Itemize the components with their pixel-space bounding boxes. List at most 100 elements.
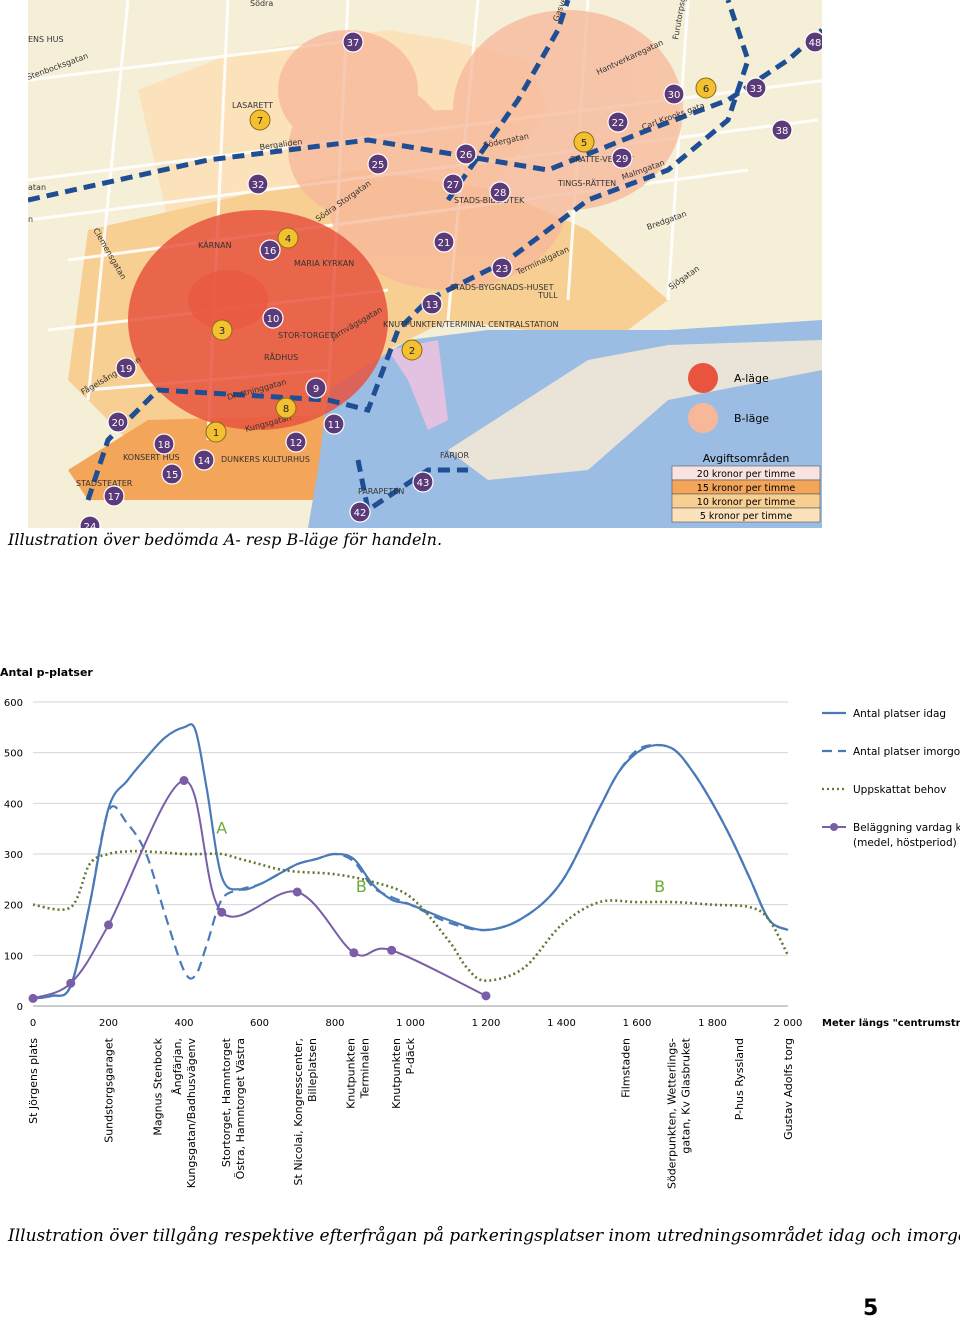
map-marker-label: 20 (112, 418, 125, 429)
map-marker (79, 515, 101, 528)
location-label-line: P-hus Ryssland (733, 1038, 746, 1120)
map-marker-yellow (695, 77, 717, 99)
map-marker-label: 42 (354, 508, 367, 519)
location-label-line: Knutpunkten (345, 1038, 358, 1109)
map-place-label: LASARETT (232, 101, 273, 110)
location-label-line: Magnus Stenbock (152, 1037, 165, 1135)
location-label-line: Knutpunkten (390, 1038, 403, 1109)
map-marker-yellow (275, 397, 297, 419)
x-tick-label: 1 200 (472, 1018, 501, 1029)
map-marker-yellow-label: 5 (581, 138, 587, 149)
x-tick-label: 1 400 (547, 1018, 576, 1029)
data-point (179, 776, 189, 786)
map-marker-label: 9 (313, 384, 319, 395)
page-number: 5 (863, 1296, 879, 1321)
map-marker-label: 30 (668, 90, 681, 101)
location-label-line: gatan, Kv Glasbruket (680, 1037, 693, 1153)
map-marker (663, 83, 685, 105)
map-marker-label: 32 (252, 180, 265, 191)
location-label-line: Sundstorgsgaraget (103, 1037, 116, 1142)
data-point (104, 920, 113, 930)
map-marker-label: 23 (496, 264, 509, 275)
map-marker-label: 16 (264, 246, 277, 257)
map-marker (193, 449, 215, 471)
parking-chart: Antal p-platser 0 100 200 300 400 500 600 0 200 40… (0, 666, 960, 1189)
map-place-label: STADS-BIBLIOTEK (454, 196, 525, 205)
x-tick-label: 600 (250, 1018, 269, 1029)
legend-marker (830, 823, 838, 831)
legend-label: (medel, höstperiod) (853, 837, 957, 849)
location-label: Filmstaden (620, 1038, 633, 1098)
chart-caption: Illustration över tillgång respektive ef… (8, 1226, 960, 1246)
location-label: St Jörgens plats (27, 1038, 40, 1124)
map-marker-label: 29 (616, 154, 629, 165)
map-place-label: DUNKERS KULTURHUS (221, 455, 310, 464)
location-label: Sundstorgsgaraget (103, 1037, 116, 1142)
data-point (292, 887, 302, 897)
map-marker-yellow-label: 1 (213, 428, 219, 439)
map-legend: A-läge B-läge Avgiftsområden 20 kronor p… (671, 363, 821, 523)
y-tick-label: 400 (4, 799, 23, 810)
map-marker (349, 501, 371, 523)
map-marker-label: 14 (198, 456, 211, 467)
map-marker-label: 25 (372, 160, 385, 171)
map-marker-label: 15 (166, 470, 179, 481)
map-marker-label: 27 (447, 180, 460, 191)
map-marker-label: 38 (776, 126, 789, 137)
x-axis-label: Meter längs "centrumstråk" (822, 1016, 960, 1029)
data-point (387, 945, 397, 955)
map-marker-yellow (249, 109, 271, 131)
data-point (349, 948, 359, 958)
map-marker (342, 31, 364, 53)
a-zone-small (188, 270, 268, 330)
legend-fee-label: 20 kronor per timme (697, 469, 796, 480)
legend-fees-title: Avgiftsområden (703, 452, 790, 465)
chart-annotation: A (216, 819, 227, 838)
map-marker (455, 143, 477, 165)
map-marker (103, 485, 125, 507)
location-label-line: Gustav Adolfs torg (782, 1038, 795, 1140)
map-marker (607, 111, 629, 133)
map-marker-label: 33 (750, 84, 763, 95)
location-label: Söderpunkten, Wetterlings-gatan, Kv Glas… (666, 1037, 693, 1189)
map-marker-label: 11 (328, 420, 341, 431)
map-marker-yellow-label: 8 (283, 404, 289, 415)
map-marker-label: 17 (108, 492, 121, 503)
series-line (32, 779, 487, 1000)
legend-fee-label: 10 kronor per timme (697, 497, 796, 508)
map-place-label: ENS HUS (28, 35, 64, 44)
map-place-label: atan (28, 183, 46, 192)
map-marker (367, 153, 389, 175)
map-marker (804, 31, 822, 53)
legend-b-swatch (688, 403, 718, 433)
legend-label: Antal platser idag (853, 708, 946, 720)
legend-a-label: A-läge (734, 372, 769, 385)
map-marker-label: 18 (158, 440, 171, 451)
map-marker-yellow-label: 4 (285, 234, 291, 245)
map-marker (611, 147, 633, 169)
series-line (32, 849, 790, 982)
location-label: Ångfärjan, Kungsgatan/Badhusvägenv (171, 1038, 198, 1189)
y-tick-label: 500 (4, 749, 23, 760)
map-marker-yellow-label: 6 (703, 84, 709, 95)
x-tick-label: 1 000 (396, 1018, 425, 1029)
legend-label: Beläggning vardag kl 12 (853, 822, 960, 834)
location-label-line: Ångfärjan, (171, 1038, 184, 1095)
map-place-label: MARIA KYRKAN (294, 259, 354, 268)
series-line (32, 743, 789, 1000)
a-zone (128, 210, 388, 430)
ferry-terminal (388, 340, 448, 430)
location-label: Knutpunkten P-däck (390, 1037, 417, 1108)
x-tick-label: 2 000 (774, 1018, 803, 1029)
map-place-label: TULL (537, 291, 558, 300)
map-place-label: RÅDHUS (264, 351, 298, 362)
map-place-label: PARAPETEN (358, 487, 404, 496)
location-label-line: St Nicolai, Kongresscenter, (292, 1038, 305, 1185)
harbour-pier (448, 340, 822, 480)
location-label-line: Terminalen (359, 1038, 372, 1099)
map-marker (421, 293, 443, 315)
legend-label: Antal platser imorgon (853, 746, 960, 758)
legend-fee-swatch (671, 507, 821, 523)
map-marker-label: 21 (438, 238, 451, 249)
map-marker (745, 77, 767, 99)
